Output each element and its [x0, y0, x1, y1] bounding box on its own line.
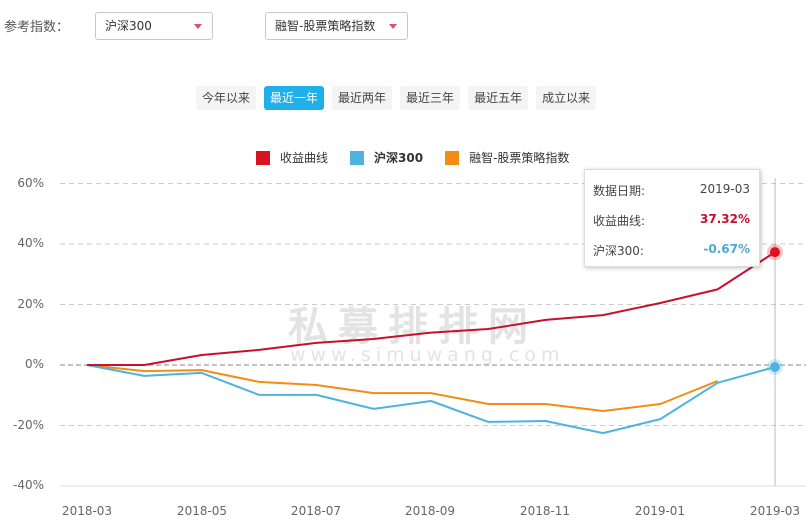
x-tick: 2019-01: [634, 504, 686, 518]
y-tick: 60%: [17, 176, 44, 190]
series-lines: [86, 251, 776, 435]
legend-label: 融智-股票策略指数: [469, 151, 570, 165]
range-since-inception[interactable]: 成立以来: [536, 86, 597, 110]
watermark-url: www.simuwang.com: [290, 344, 565, 366]
highlight-markers: [766, 244, 783, 376]
index-select-strategy[interactable]: 融智-股票策略指数: [265, 12, 408, 40]
range-1y[interactable]: 最近一年: [264, 86, 325, 110]
range-5y[interactable]: 最近五年: [468, 86, 529, 110]
legend-item-return[interactable]: 收益曲线: [256, 149, 328, 166]
y-tick: -40%: [12, 478, 44, 492]
range-2y[interactable]: 最近两年: [332, 86, 393, 110]
x-tick: 2018-09: [404, 504, 456, 518]
range-3y[interactable]: 最近三年: [400, 86, 461, 110]
index-select-hs300[interactable]: 沪深300: [95, 12, 213, 40]
legend-label: 沪深300: [374, 151, 424, 165]
x-tick: 2019-03: [749, 504, 801, 518]
tooltip-value: 37.32%: [700, 212, 750, 226]
y-tick: 20%: [17, 297, 44, 311]
legend-swatch-orange-icon: [445, 150, 460, 165]
chart-legend: 收益曲线 沪深300 融智-股票策略指数: [256, 149, 569, 166]
x-tick: 2018-07: [290, 504, 342, 518]
tooltip-label: 收益曲线:: [593, 214, 646, 228]
time-range-tabs: 今年以来 最近一年 最近两年 最近三年 最近五年 成立以来: [196, 86, 597, 110]
tooltip-return-row: 收益曲线: 37.32%: [593, 212, 750, 229]
tooltip-date-row: 数据日期: 2019-03: [593, 182, 750, 199]
tooltip-label: 沪深300:: [593, 244, 644, 258]
tooltip-label: 数据日期:: [593, 184, 646, 198]
select-value: 融智-股票策略指数: [275, 19, 376, 33]
range-ytd[interactable]: 今年以来: [196, 86, 257, 110]
y-tick: 0%: [24, 357, 44, 371]
tooltip-value: 2019-03: [699, 182, 750, 196]
x-tick: 2018-05: [176, 504, 228, 518]
legend-swatch-red-icon: [256, 150, 270, 165]
chart-tooltip: 数据日期: 2019-03 收益曲线: 37.32% 沪深300: -0.67%: [584, 169, 760, 267]
x-tick: 2018-11: [519, 504, 571, 518]
legend-label: 收益曲线: [280, 151, 329, 165]
legend-item-strategy-index[interactable]: 融智-股票策略指数: [445, 149, 569, 166]
reference-index-label: 参考指数：: [4, 20, 70, 35]
x-tick: 2018-03: [61, 504, 113, 518]
caret-down-icon: [194, 24, 202, 29]
select-value: 沪深300: [105, 19, 152, 33]
legend-swatch-blue-icon: [350, 150, 365, 165]
caret-down-icon: [389, 24, 397, 29]
tooltip-hs300-row: 沪深300: -0.67%: [593, 242, 750, 259]
y-tick: -20%: [12, 418, 44, 432]
legend-item-hs300[interactable]: 沪深300: [350, 149, 423, 166]
y-tick: 40%: [17, 236, 44, 250]
tooltip-value: -0.67%: [703, 242, 750, 256]
